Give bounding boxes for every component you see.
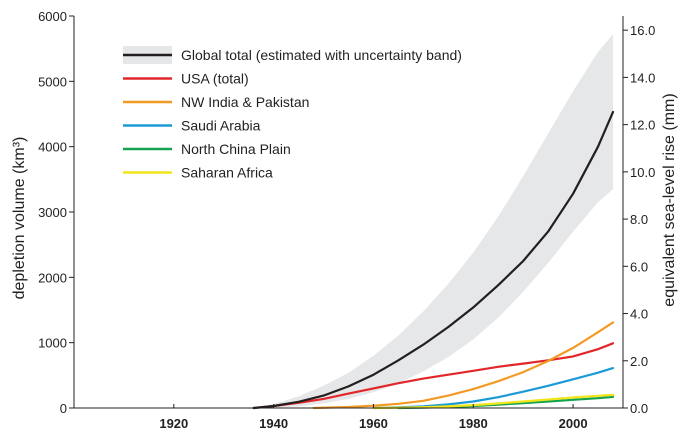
x-tick-label: 1940 [259, 416, 288, 431]
uncertainty-band-layer [253, 34, 613, 409]
y-right-tick-label: 14.0 [630, 70, 655, 85]
y-left-tick-label: 1000 [38, 336, 67, 351]
y-right-tick-label: 0.0 [630, 401, 648, 416]
y-left-tick-label: 3000 [38, 205, 67, 220]
y-right-tick-label: 6.0 [630, 259, 648, 274]
legend-label: Saudi Arabia [181, 118, 261, 134]
y-left-tick-label: 2000 [38, 270, 67, 285]
legend-label: Saharan Africa [181, 165, 273, 181]
x-ticks: 1920 1940 1960 1980 2000 [159, 404, 588, 431]
series-line-global-total-estimated-with-uncertainty-band [252, 110, 615, 410]
series-line-usa-total [252, 342, 615, 410]
x-tick-label: 2000 [559, 416, 588, 431]
legend-label: NW India & Pakistan [181, 94, 309, 110]
legend: Global total (estimated with uncertainty… [123, 46, 462, 181]
legend-label: USA (total) [181, 71, 249, 87]
y-right-tick-label: 16.0 [630, 23, 655, 38]
y-right-tick-label: 10.0 [630, 165, 655, 180]
y-right-tick-label: 8.0 [630, 212, 648, 227]
x-tick-label: 1920 [159, 416, 188, 431]
x-tick-label: 1960 [359, 416, 388, 431]
y-left-tick-label: 5000 [38, 74, 67, 89]
y-right-tick-label: 2.0 [630, 354, 648, 369]
y-left-tick-label: 6000 [38, 9, 67, 24]
y-left-tick-label: 0 [60, 401, 67, 416]
y-left-tick-label: 4000 [38, 140, 67, 155]
x-tick-label: 1980 [459, 416, 488, 431]
series-line-saharan-africa [372, 393, 615, 410]
y-axis-left-label: depletion volume (km³) [11, 137, 28, 300]
y-right-tick-label: 12.0 [630, 118, 655, 133]
y-right-tick-label: 4.0 [630, 307, 648, 322]
legend-label: Global total (estimated with uncertainty… [181, 47, 462, 63]
y-axis-right-label: equivalent sea-level rise (mm) [661, 93, 678, 306]
legend-label: North China Plain [181, 141, 291, 157]
y-ticks-right: 0.0 2.0 4.0 6.0 8.0 10.0 12.0 14.0 16.0 [623, 23, 655, 416]
uncertainty-band [253, 34, 613, 409]
y-ticks-left: 0 1000 2000 3000 4000 5000 6000 [38, 9, 74, 416]
